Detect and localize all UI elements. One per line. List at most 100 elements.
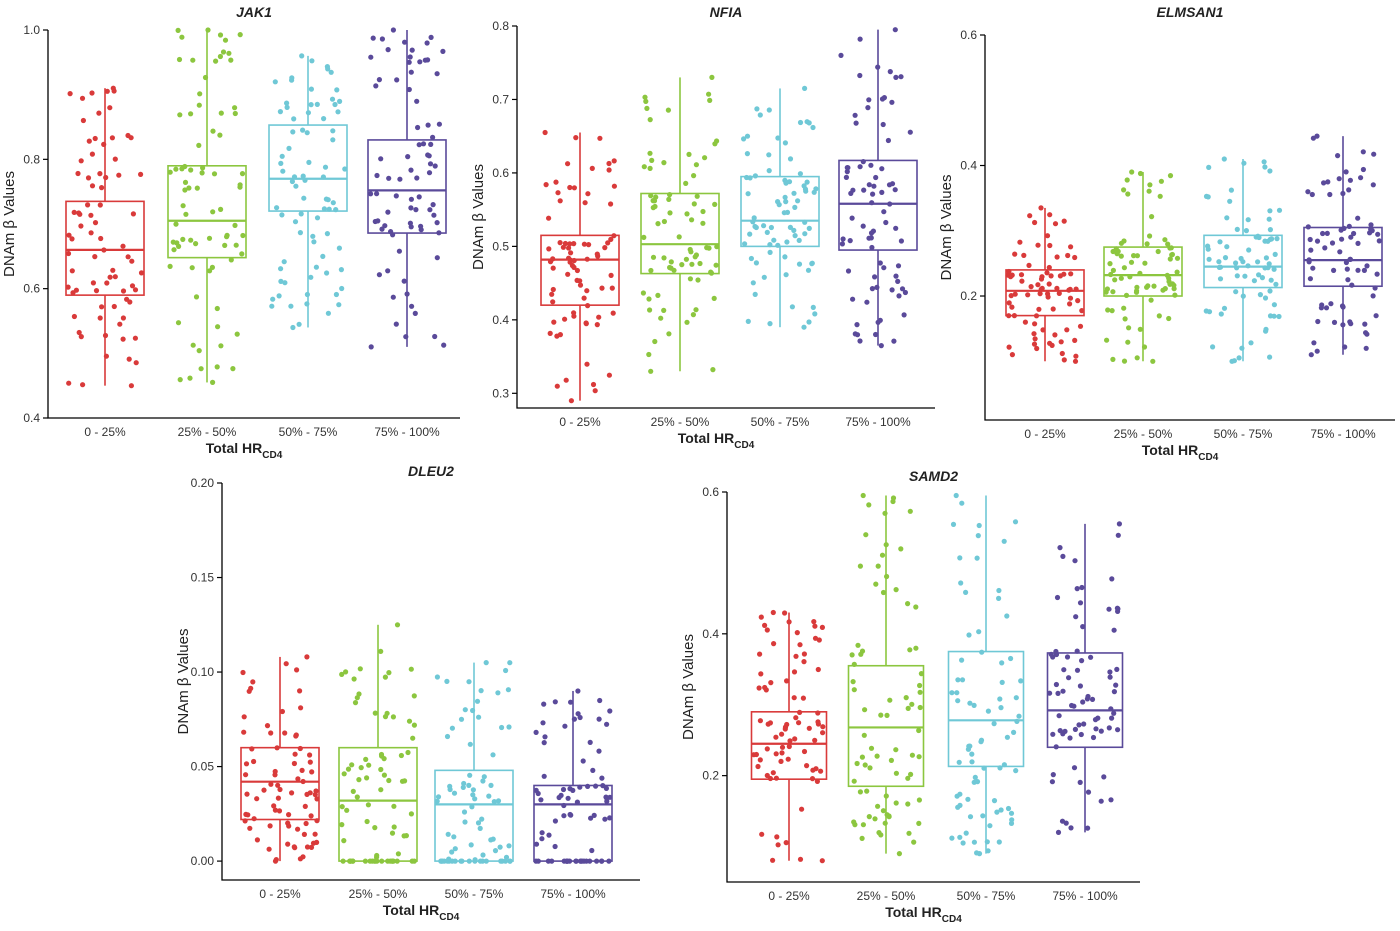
data-point bbox=[89, 183, 96, 189]
iqr-box bbox=[1005, 269, 1085, 317]
data-point bbox=[254, 837, 260, 843]
data-point bbox=[1056, 713, 1062, 719]
data-point bbox=[217, 53, 223, 60]
data-point bbox=[1243, 228, 1249, 234]
data-point bbox=[868, 745, 875, 751]
data-point bbox=[611, 158, 617, 164]
data-point bbox=[1266, 261, 1272, 267]
box-1 bbox=[65, 85, 145, 389]
data-point bbox=[590, 767, 596, 774]
data-point bbox=[607, 708, 613, 714]
data-point bbox=[304, 844, 311, 850]
data-point bbox=[965, 796, 971, 802]
data-point bbox=[865, 105, 871, 111]
data-point bbox=[1166, 275, 1172, 281]
data-point bbox=[385, 47, 391, 53]
data-point bbox=[1262, 164, 1268, 170]
data-point bbox=[434, 71, 440, 77]
data-point bbox=[414, 175, 420, 181]
data-point bbox=[85, 175, 92, 181]
data-point bbox=[77, 211, 83, 217]
data-point bbox=[1031, 341, 1038, 347]
data-point bbox=[784, 721, 790, 728]
axis-lines bbox=[47, 30, 460, 419]
data-point bbox=[65, 250, 72, 257]
data-point bbox=[1263, 255, 1269, 261]
data-point bbox=[1340, 322, 1346, 328]
data-point bbox=[1001, 538, 1007, 544]
data-point bbox=[879, 189, 885, 195]
data-point bbox=[1137, 326, 1143, 332]
data-point bbox=[441, 342, 447, 348]
data-point bbox=[999, 679, 1005, 686]
data-point bbox=[1065, 252, 1071, 259]
data-point bbox=[1276, 313, 1282, 320]
y-tick-label: 0.4 bbox=[702, 627, 719, 641]
data-point bbox=[784, 678, 790, 684]
data-point bbox=[820, 730, 826, 736]
data-point bbox=[1035, 242, 1041, 248]
iqr-box bbox=[367, 139, 447, 234]
data-point bbox=[476, 714, 482, 720]
data-point bbox=[771, 641, 777, 647]
data-point bbox=[434, 220, 440, 226]
box-3 bbox=[1203, 156, 1283, 364]
data-point bbox=[797, 856, 804, 862]
panel-nfia: NFIA 0.3 0.4 0.5 0.6 0.7 0.8 DNAm β Values 0 - 2… bbox=[470, 4, 935, 451]
data-point bbox=[304, 654, 310, 660]
data-point bbox=[546, 246, 552, 252]
data-point bbox=[655, 292, 661, 298]
data-point bbox=[133, 360, 139, 366]
data-point bbox=[882, 820, 888, 826]
data-point bbox=[668, 265, 674, 271]
data-point bbox=[363, 756, 369, 763]
data-point bbox=[1115, 532, 1121, 538]
y-tick-label: 0.4 bbox=[23, 411, 40, 425]
data-point bbox=[869, 286, 876, 292]
data-point bbox=[1090, 734, 1097, 741]
data-point bbox=[1373, 313, 1379, 319]
data-point bbox=[796, 237, 802, 243]
data-point bbox=[109, 135, 115, 141]
data-point bbox=[815, 710, 821, 716]
data-point bbox=[309, 769, 315, 775]
data-point bbox=[402, 39, 408, 45]
data-point bbox=[552, 699, 558, 705]
jitter-points bbox=[533, 688, 613, 864]
data-point bbox=[676, 234, 682, 240]
data-point bbox=[1227, 198, 1233, 204]
data-point bbox=[1067, 301, 1073, 307]
data-point bbox=[850, 296, 856, 302]
data-point bbox=[702, 155, 708, 161]
data-point bbox=[378, 751, 385, 758]
data-point bbox=[466, 679, 472, 685]
data-point bbox=[883, 793, 889, 799]
data-point bbox=[1320, 230, 1326, 237]
data-point bbox=[1068, 825, 1074, 831]
data-point bbox=[129, 283, 136, 289]
data-point bbox=[1171, 286, 1177, 292]
data-point bbox=[426, 170, 433, 176]
data-point bbox=[1111, 689, 1117, 695]
data-point bbox=[584, 256, 590, 262]
data-point bbox=[804, 763, 810, 769]
data-point bbox=[1049, 779, 1055, 785]
data-point bbox=[480, 778, 486, 784]
data-point bbox=[1355, 240, 1361, 246]
data-point bbox=[390, 27, 396, 33]
data-point bbox=[1110, 248, 1116, 255]
data-point bbox=[963, 589, 969, 596]
data-point bbox=[954, 690, 960, 696]
data-point bbox=[1109, 715, 1115, 721]
data-point bbox=[325, 197, 331, 203]
data-point bbox=[592, 388, 598, 394]
data-point bbox=[304, 291, 310, 298]
data-point bbox=[427, 207, 433, 213]
data-point bbox=[171, 247, 177, 253]
data-point bbox=[1368, 222, 1374, 228]
data-point bbox=[451, 834, 457, 840]
data-point bbox=[1305, 224, 1311, 230]
data-point bbox=[307, 752, 313, 758]
data-point bbox=[913, 604, 919, 610]
